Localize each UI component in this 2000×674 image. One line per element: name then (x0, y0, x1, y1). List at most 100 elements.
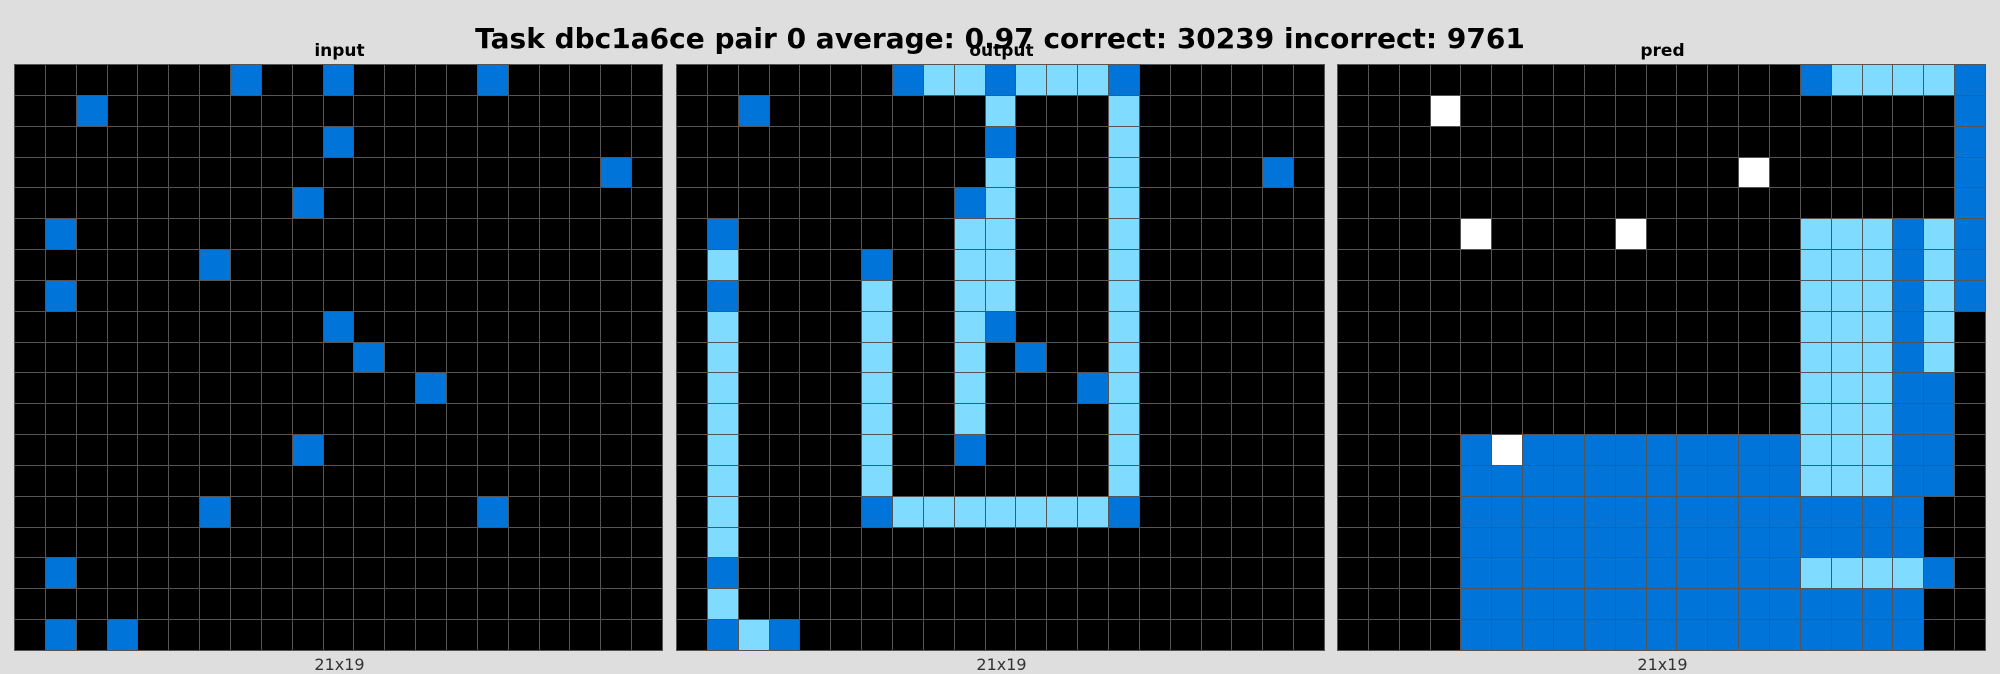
grid-cell (15, 404, 45, 435)
page-title: Task dbc1a6ce pair 0 average: 0.97 corre… (475, 22, 1525, 55)
grid-cell (200, 95, 230, 126)
grid-cell (292, 342, 323, 373)
grid-cell (1800, 311, 1831, 342)
grid-cell (45, 219, 76, 250)
grid-cell (107, 65, 138, 95)
grid-cell (1047, 465, 1078, 496)
grid-cell (1708, 280, 1739, 311)
grid-cell (1461, 558, 1492, 589)
grid-cell (1893, 527, 1924, 558)
grid-cell (831, 188, 862, 219)
grid-cell (416, 342, 446, 373)
grid-cell (200, 157, 230, 188)
grid-cell (45, 95, 76, 126)
grid-cell (738, 157, 769, 188)
grid-cell (1399, 95, 1430, 126)
grid-cell (1862, 219, 1893, 250)
grid-cell (292, 589, 323, 620)
grid-cell (1708, 311, 1739, 342)
grid-cell (707, 311, 738, 342)
grid-cell (416, 435, 446, 465)
grid-cell (985, 188, 1016, 219)
grid-cell (1399, 527, 1430, 558)
grid-cell (1800, 620, 1831, 650)
grid-cell (1047, 188, 1078, 219)
grid-cell (1584, 65, 1615, 95)
grid-cell (1831, 95, 1862, 126)
grid-cell (632, 435, 662, 465)
grid-cell (831, 157, 862, 188)
grid-cell (231, 558, 261, 589)
grid-cell (15, 496, 45, 527)
grid-cell (1831, 280, 1862, 311)
grid-cell (601, 404, 632, 435)
grid-cell (1232, 558, 1263, 589)
grid-cell (1615, 527, 1646, 558)
grid-cell (1800, 404, 1831, 435)
grid-cell (1430, 527, 1461, 558)
grid-cell (1615, 342, 1646, 373)
grid-cell (354, 280, 385, 311)
grid-cell (923, 435, 954, 465)
grid-cell (632, 280, 662, 311)
grid-cell (45, 342, 76, 373)
grid-cell (1232, 620, 1263, 650)
grid-cell (1554, 373, 1584, 404)
grid-cell (1492, 126, 1523, 157)
grid-cell (447, 589, 477, 620)
grid-cell (323, 496, 354, 527)
grid-cell (1294, 188, 1324, 219)
grid-cell (508, 250, 539, 280)
grid-cell (292, 527, 323, 558)
grid-cell (385, 342, 416, 373)
grid-cell (1368, 558, 1399, 589)
grid-cell (477, 404, 508, 435)
grid-cell (738, 311, 769, 342)
grid-cell (354, 157, 385, 188)
grid-cell (1430, 95, 1461, 126)
grid-cell (15, 373, 45, 404)
grid-cell (1615, 620, 1646, 650)
grid-cell (138, 404, 169, 435)
grid-cell (1461, 342, 1492, 373)
grid-cell (1924, 65, 1955, 95)
grid-cell (985, 373, 1016, 404)
grid-cell (1677, 527, 1708, 558)
grid-cell (677, 95, 707, 126)
grid-cell (261, 219, 292, 250)
grid-cell (1646, 157, 1677, 188)
grid-cell (1461, 126, 1492, 157)
pred-grid (1337, 64, 1986, 651)
grid-cell (1399, 342, 1430, 373)
grid-cell (1430, 219, 1461, 250)
grid-cell (1232, 157, 1263, 188)
grid-cell (1201, 496, 1232, 527)
grid-cell (862, 95, 892, 126)
grid-cell (508, 65, 539, 95)
grid-cell (292, 250, 323, 280)
grid-cell (1584, 157, 1615, 188)
grid-cell (1800, 188, 1831, 219)
grid-cell (769, 558, 800, 589)
grid-cell (1078, 373, 1108, 404)
grid-cell (769, 465, 800, 496)
grid-cell (354, 620, 385, 650)
grid-cell (1893, 65, 1924, 95)
grid-cell (1677, 188, 1708, 219)
grid-cell (923, 280, 954, 311)
grid-cell (1368, 404, 1399, 435)
grid-cell (45, 280, 76, 311)
grid-cell (1109, 404, 1139, 435)
grid-cell (677, 311, 707, 342)
grid-cell (601, 527, 632, 558)
grid-cell (292, 65, 323, 95)
grid-cell (477, 558, 508, 589)
grid-cell (1430, 311, 1461, 342)
grid-cell (1831, 435, 1862, 465)
grid-cell (169, 342, 200, 373)
output-grid-dimensions: 21x19 (976, 655, 1027, 674)
grid-cell (893, 188, 923, 219)
grid-cell (831, 311, 862, 342)
grid-cell (1047, 250, 1078, 280)
grid-cell (1615, 373, 1646, 404)
